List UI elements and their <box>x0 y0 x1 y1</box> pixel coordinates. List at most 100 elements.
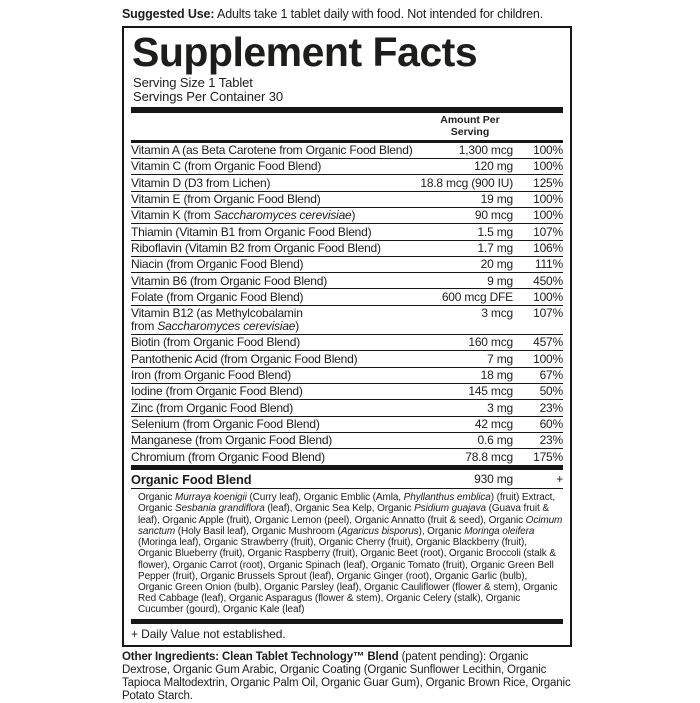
nutrient-daily-value: 100% <box>533 143 563 158</box>
nutrient-amount: 19 mg <box>480 192 514 207</box>
divider-thick-bottom <box>131 618 563 625</box>
nutrient-amount: 18.8 mcg (900 IU) <box>420 175 513 190</box>
nutrient-row: Biotin (from Organic Food Blend) 160 mcg 4… <box>131 333 563 350</box>
nutrient-amount: 3 mcg <box>481 306 513 321</box>
nutrient-row: Zinc (from Organic Food Blend) 3 mg 23% <box>131 399 563 415</box>
header-rule <box>131 139 563 143</box>
blend-name: Organic Food Blend <box>131 471 252 487</box>
nutrient-row: Vitamin E (from Organic Food Blend) 19 mg… <box>131 190 563 207</box>
nutrient-row: Vitamin D (D3 from Lichen) 18.8 mcg (900 … <box>131 174 563 190</box>
nutrient-amount: 78.8 mcg <box>465 449 513 464</box>
nutrient-daily-value: 125% <box>533 175 563 190</box>
nutrient-daily-value: 100% <box>533 159 563 174</box>
nutrient-name: Riboflavin (Vitamin B2 from Organic Food… <box>131 241 381 255</box>
column-header-row: Amount Per Serving <box>131 113 563 139</box>
nutrient-daily-value: 50% <box>539 384 564 399</box>
amount-header-line1: Amount Per <box>440 114 500 127</box>
supplement-facts-panel: Supplement Facts Serving Size 1 Tablet S… <box>122 26 572 647</box>
nutrient-name: Iron (from Organic Food Blend) <box>131 368 292 383</box>
nutrient-daily-value: 450% <box>533 273 563 288</box>
nutrient-row: Thiamin (Vitamin B1 from Organic Food Bl… <box>131 223 563 239</box>
nutrient-name: Chromium (from Organic Food Blend) <box>131 449 325 464</box>
amount-header-line2: Serving <box>450 125 490 138</box>
nutrient-daily-value: 111% <box>534 257 563 272</box>
nutrient-daily-value: 67% <box>539 368 564 383</box>
nutrient-amount: 7 mg <box>487 351 513 366</box>
nutrient-row: Iodine (from Organic Food Blend) 145 mcg 5… <box>131 382 564 399</box>
nutrient-amount: 1,300 mcg <box>458 143 513 158</box>
nutrient-daily-value: 175% <box>533 449 563 464</box>
nutrient-name: Biotin (from Organic Food Blend) <box>131 335 301 350</box>
nutrient-amount: 20 mg <box>480 257 514 272</box>
suggested-use: Suggested Use: Adults take 1 tablet dail… <box>122 7 574 21</box>
blend-dv: + <box>556 471 563 486</box>
nutrient-amount: 160 mcg <box>468 335 513 350</box>
nutrient-amount: 9 mg <box>487 273 513 288</box>
nutrient-name: Vitamin A (as Beta Carotene from Organic… <box>131 143 413 158</box>
nutrient-amount: 600 mcg DFE <box>441 289 513 304</box>
nutrient-name: Pantothenic Acid (from Organic Food Blen… <box>131 351 358 366</box>
nutrient-name: Vitamin E (from Organic Food Blend) <box>131 192 321 207</box>
panel-title: Supplement Facts <box>132 29 478 76</box>
blend-row: Organic Food Blend 930 mg + <box>131 470 563 490</box>
nutrient-name: Vitamin B6 (from Organic Food Blend) <box>131 273 327 288</box>
other-ingredients: Other Ingredients: Clean Tablet Technolo… <box>122 650 571 702</box>
servings-per-container: Servings Per Container 30 <box>133 89 283 105</box>
nutrient-name: Vitamin C (from Organic Food Blend) <box>131 159 322 174</box>
nutrient-amount: 3 mg <box>487 400 513 415</box>
suggested-use-text: Adults take 1 tablet daily with food. No… <box>214 7 544 21</box>
nutrient-row: Riboflavin (Vitamin B2 from Organic Food… <box>131 239 563 256</box>
nutrient-row: Chromium (from Organic Food Blend) 78.8 m… <box>131 448 563 464</box>
nutrient-row: Iron (from Organic Food Blend) 18 mg 67% <box>131 366 564 383</box>
amount-per-serving-header: Amount Per Serving <box>395 115 545 138</box>
nutrient-amount: 18 mg <box>480 368 514 383</box>
nutrient-amount: 1.5 mg <box>477 224 514 239</box>
nutrient-amount: 1.7 mg <box>477 241 514 255</box>
nutrient-daily-value: 23% <box>539 400 564 415</box>
divider-thick-top <box>131 107 563 114</box>
blend-ingredients: Organic Murraya koenigii (Curry leaf), O… <box>138 492 563 616</box>
nutrient-amount: 90 mcg <box>474 208 513 223</box>
nutrient-row: Folate (from Organic Food Blend) 600 mcg … <box>131 288 563 304</box>
nutrient-daily-value: 60% <box>539 417 564 432</box>
nutrient-daily-value: 107% <box>533 306 563 321</box>
nutrient-name: Manganese (from Organic Food Blend) <box>131 433 333 448</box>
nutrient-row: Vitamin B12 (as Methylcobalamin from Sacc… <box>131 304 563 334</box>
nutrient-daily-value: 100% <box>533 351 563 366</box>
nutrient-name: Selenium (from Organic Food Blend) <box>131 417 320 432</box>
nutrient-daily-value: 107% <box>533 224 563 239</box>
nutrient-name: Vitamin B12 (as Methylcobalamin from Sacc… <box>131 306 303 334</box>
nutrient-amount: 145 mcg <box>468 384 513 399</box>
blend-amount: 930 mg <box>474 471 513 486</box>
suggested-use-label: Suggested Use: <box>122 7 215 21</box>
serving-size: Serving Size 1 Tablet <box>133 75 253 91</box>
nutrient-name: Vitamin D (D3 from Lichen) <box>131 175 271 190</box>
nutrient-row: Manganese (from Organic Food Blend) 0.6 m… <box>131 431 564 448</box>
nutrient-daily-value: 100% <box>533 289 563 304</box>
nutrient-name: Thiamin (Vitamin B1 from Organic Food Bl… <box>131 224 372 239</box>
nutrient-daily-value: 100% <box>533 192 563 207</box>
header-spacer <box>545 115 563 138</box>
nutrient-name: Folate (from Organic Food Blend) <box>131 289 304 304</box>
nutrient-rows: Vitamin A (as Beta Carotene from Organic… <box>131 143 563 465</box>
nutrient-name: Vitamin K (from Saccharomyces cerevisiae… <box>131 208 356 223</box>
nutrient-daily-value: 457% <box>533 335 563 350</box>
nutrient-name: Zinc (from Organic Food Blend) <box>131 400 294 415</box>
nutrient-daily-value: 100% <box>533 208 563 223</box>
nutrient-row: Selenium (from Organic Food Blend) 42 mcg… <box>131 415 564 432</box>
nutrient-amount: 120 mg <box>474 159 513 174</box>
nutrient-row: Vitamin K (from Saccharomyces cerevisiae… <box>131 206 563 223</box>
nutrient-amount: 0.6 mg <box>477 433 514 448</box>
nutrient-name: Iodine (from Organic Food Blend) <box>131 384 303 399</box>
nutrient-row: Niacin (from Organic Food Blend) 20 mg 111… <box>131 255 563 272</box>
nutrient-row: Vitamin A (as Beta Carotene from Organic… <box>131 143 563 158</box>
nutrient-daily-value: 23% <box>539 433 564 448</box>
nutrient-row: Vitamin C (from Organic Food Blend) 120 m… <box>131 157 563 174</box>
nutrient-name: Niacin (from Organic Food Blend) <box>131 257 304 272</box>
nutrient-row: Pantothenic Acid (from Organic Food Blen… <box>131 350 563 366</box>
divider-thick-blend <box>131 464 563 471</box>
nutrient-row: Vitamin B6 (from Organic Food Blend) 9 mg… <box>131 272 563 288</box>
nutrient-daily-value: 106% <box>533 241 563 255</box>
nutrient-amount: 42 mcg <box>474 417 513 432</box>
